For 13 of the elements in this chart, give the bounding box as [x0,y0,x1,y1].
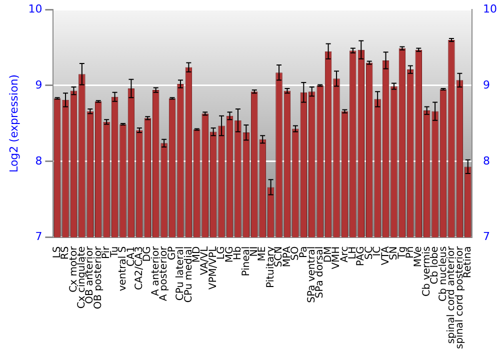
x-tick-label: OB posterior [92,245,104,310]
y-tick-label: 10 [28,2,42,16]
y-tick-label: 9 [35,78,42,92]
y2-tick-label: 9 [483,78,490,92]
y-tick-label: 7 [35,230,42,244]
x-tick-label: Retina [462,246,474,278]
x-tick-label: Tg [396,246,408,260]
y2-tick-label: 7 [483,230,490,244]
y-axis-title: Log2 (expression) [7,74,20,172]
y2-tick-label: 8 [483,154,490,168]
y-tick-label: 8 [35,154,42,168]
x-tick-label: A posterior [158,245,170,302]
y2-tick-label: 10 [483,2,498,16]
